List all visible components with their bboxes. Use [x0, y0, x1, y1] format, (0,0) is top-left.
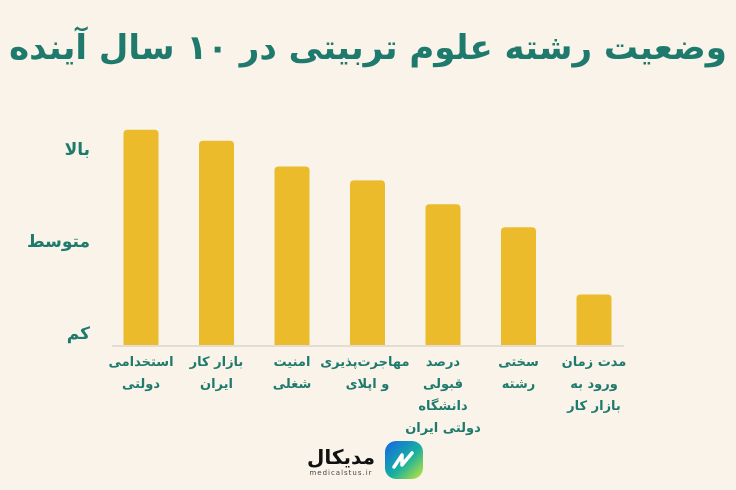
bar [199, 140, 234, 346]
x-tick-label: مدت زمان ورود به بازار کار [561, 355, 627, 414]
y-tick-label: بالا [64, 140, 90, 160]
bar [123, 129, 159, 346]
x-tick-label: امنیت شغلی [272, 355, 312, 392]
brand-name: مدیکال [307, 445, 375, 469]
y-tick-label: کم [66, 324, 90, 344]
x-tick-label: استخدامی دولتی [108, 355, 174, 392]
bar [425, 204, 461, 346]
medical-logo-icon [385, 441, 423, 479]
x-tick-label: بازار کار ایران [189, 355, 244, 392]
brand-site: medicalstus.ir [309, 469, 373, 477]
chart-title: وضعیت رشته علوم تربیتی در ۱۰ سال آینده [9, 28, 727, 68]
bar [501, 227, 536, 346]
bar [274, 166, 310, 346]
x-tick-label: سختی رشته [498, 355, 539, 392]
bar [350, 180, 385, 346]
y-tick-label: متوسط [26, 232, 90, 252]
x-tick-label: مهاجرت‌پذیری و اپلای [320, 355, 410, 392]
x-tick-label: درصد قبولی دانشگاه دولتی ایران [405, 355, 481, 436]
bar [576, 294, 612, 346]
